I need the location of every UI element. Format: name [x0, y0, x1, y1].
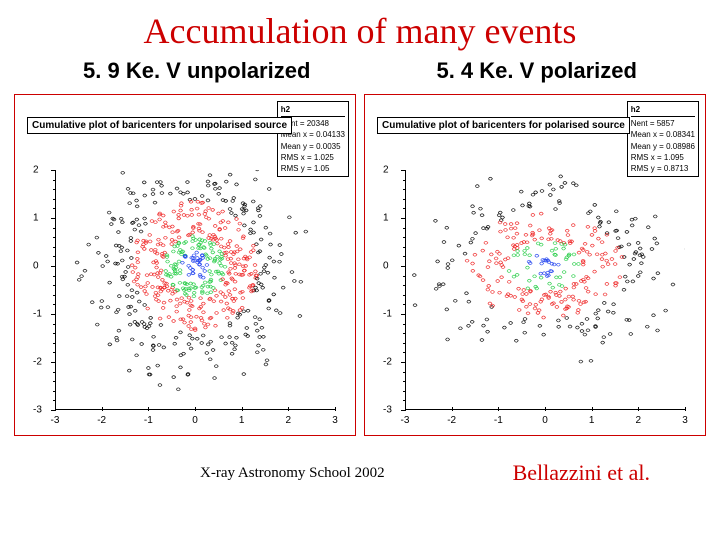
xtick-label: 2 [286, 415, 292, 426]
subtitle-row: 5. 9 Ke. V unpolarized 5. 4 Ke. V polari… [0, 58, 720, 84]
xtick-label: -2 [97, 415, 106, 426]
stat-meanx: Mean x = 0.08341 [631, 129, 695, 140]
footer-right: Bellazzini et al. [513, 460, 650, 486]
subtitle-left: 5. 9 Ke. V unpolarized [83, 58, 310, 84]
scatter-right [405, 170, 685, 410]
xtick-label: -1 [494, 415, 503, 426]
ytick-label: 0 [383, 261, 389, 272]
plot-right: h2 Nent = 5857 Mean x = 0.08341 Mean y =… [364, 94, 706, 436]
ytick-label: -3 [33, 405, 42, 416]
stat-name: h2 [631, 104, 695, 117]
xtick-label: -2 [447, 415, 456, 426]
xtick-label: 3 [682, 415, 688, 426]
axes-right: -3-2-1012-3-2-10123 [405, 170, 685, 410]
scatter-left [55, 170, 335, 410]
plot-left: h2 Nent = 20348 Mean x = 0.04133 Mean y … [14, 94, 356, 436]
ytick-label: -1 [383, 309, 392, 320]
plots-row: h2 Nent = 20348 Mean x = 0.04133 Mean y … [0, 94, 720, 436]
stat-meany: Mean y = 0.0035 [281, 141, 345, 152]
xtick-label: 0 [192, 415, 198, 426]
xtick-label: 1 [589, 415, 595, 426]
ytick-label: 2 [33, 165, 39, 176]
footer-left: X-ray Astronomy School 2002 [200, 465, 385, 482]
ytick-label: -3 [383, 405, 392, 416]
ytick-label: 2 [383, 165, 389, 176]
ytick-label: -2 [33, 357, 42, 368]
ytick-label: 1 [383, 213, 389, 224]
stat-box-left: h2 Nent = 20348 Mean x = 0.04133 Mean y … [277, 101, 349, 177]
stat-nent: Nent = 5857 [631, 118, 695, 129]
ytick-label: -2 [383, 357, 392, 368]
plot-title-right: Cumulative plot of baricenters for polar… [377, 117, 630, 134]
stat-box-right: h2 Nent = 5857 Mean x = 0.08341 Mean y =… [627, 101, 699, 177]
axes-left: -3-2-1012-3-2-10123 [55, 170, 335, 410]
plot-title-left: Cumulative plot of baricenters for unpol… [27, 117, 292, 134]
ytick-label: -1 [33, 309, 42, 320]
stat-rmsx: RMS x = 1.025 [281, 152, 345, 163]
xtick-label: -3 [51, 415, 60, 426]
main-title: Accumulation of many events [0, 0, 720, 52]
footer: X-ray Astronomy School 2002 Bellazzini e… [0, 460, 720, 486]
stat-name: h2 [281, 104, 345, 117]
xtick-label: -1 [144, 415, 153, 426]
stat-meany: Mean y = 0.08986 [631, 141, 695, 152]
ytick-label: 0 [33, 261, 39, 272]
ytick-label: 1 [33, 213, 39, 224]
xtick-label: 0 [542, 415, 548, 426]
xtick-label: 1 [239, 415, 245, 426]
stat-rmsx: RMS x = 1.095 [631, 152, 695, 163]
xtick-label: 2 [636, 415, 642, 426]
subtitle-right: 5. 4 Ke. V polarized [436, 58, 637, 84]
xtick-label: -3 [401, 415, 410, 426]
xtick-label: 3 [332, 415, 338, 426]
